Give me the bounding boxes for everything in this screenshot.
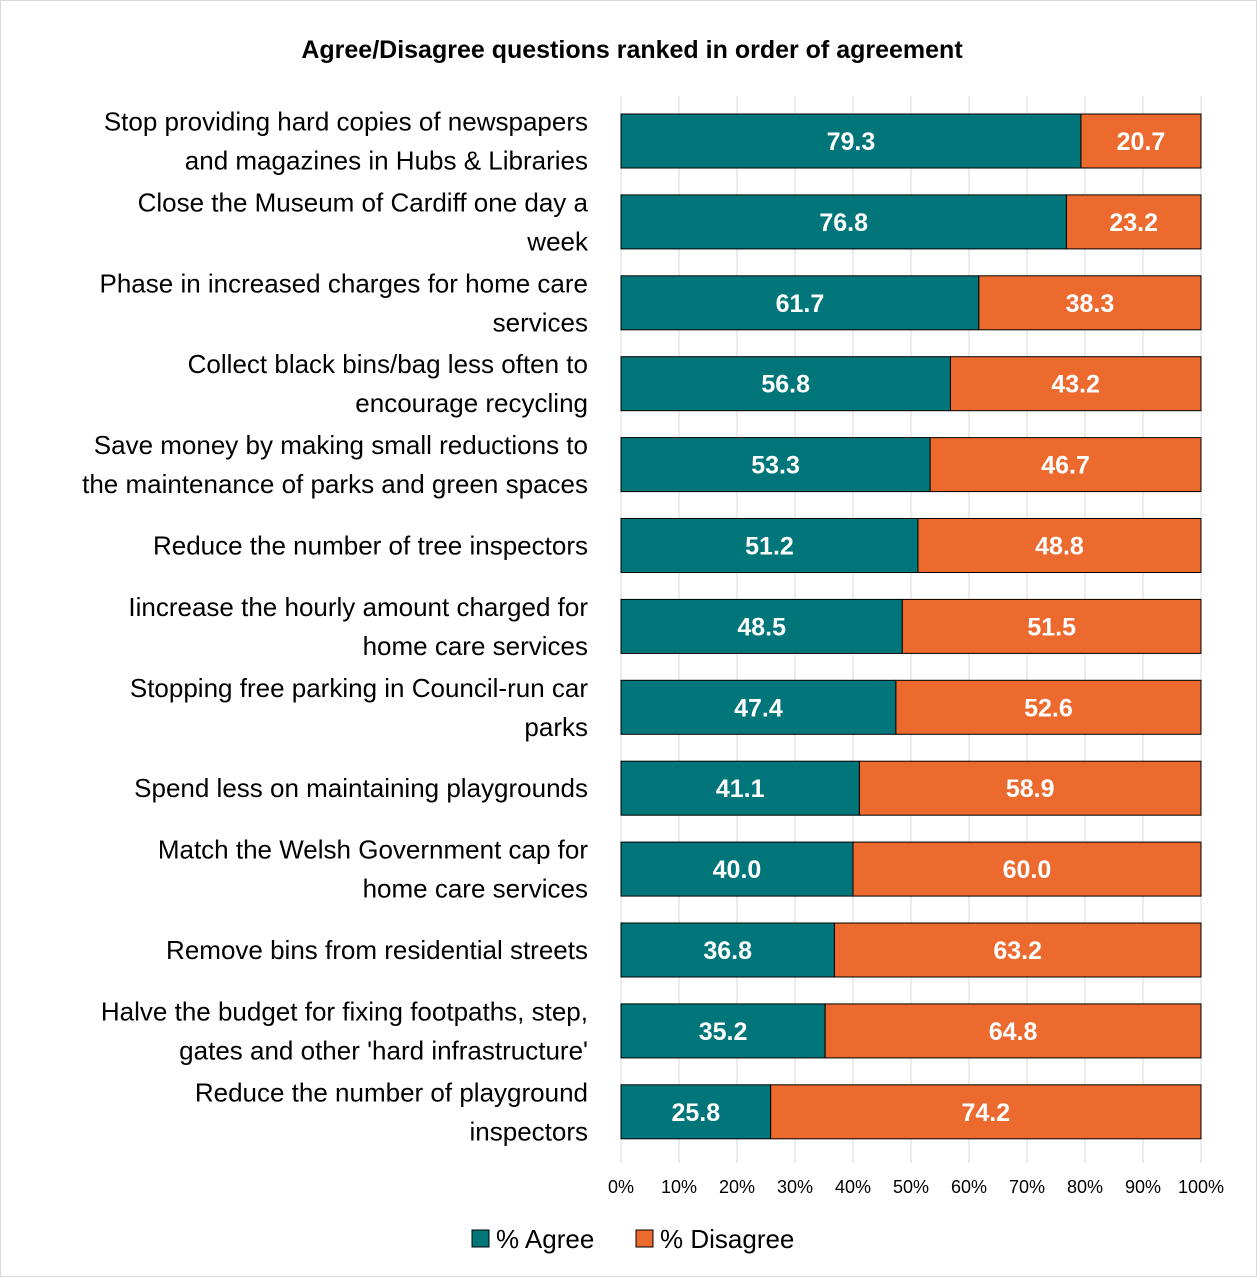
- category-label: Spend less on maintaining playgrounds: [134, 773, 588, 803]
- data-label: 47.4: [734, 694, 783, 722]
- x-tick-label: 20%: [719, 1177, 755, 1197]
- legend-swatch: [635, 1229, 654, 1248]
- data-label: 53.3: [751, 452, 800, 480]
- x-tick-label: 30%: [777, 1177, 813, 1197]
- x-tick-label: 90%: [1125, 1177, 1161, 1197]
- data-label: 52.6: [1024, 694, 1073, 722]
- data-label: 79.3: [827, 128, 876, 156]
- category-label: Stop providing hard copies of newspapers…: [104, 107, 588, 176]
- data-label: 38.3: [1066, 290, 1115, 318]
- category-label: Match the Welsh Government cap for home c…: [158, 835, 588, 904]
- data-label: 35.2: [699, 1018, 748, 1046]
- data-label: 58.9: [1006, 775, 1055, 803]
- data-label: 56.8: [761, 371, 810, 399]
- bar-agree: [620, 922, 835, 978]
- data-label: 23.2: [1109, 209, 1158, 237]
- data-label: 60.0: [1003, 856, 1052, 884]
- bar-disagree: [1080, 113, 1202, 169]
- data-label: 64.8: [989, 1018, 1038, 1046]
- bar-disagree: [949, 356, 1202, 412]
- legend-label: % Disagree: [660, 1224, 794, 1254]
- bar-disagree: [833, 922, 1202, 978]
- bar-disagree: [929, 437, 1202, 493]
- x-tick-label: 10%: [661, 1177, 697, 1197]
- bar-disagree: [895, 679, 1202, 735]
- data-label: 63.2: [993, 937, 1042, 965]
- bar-disagree: [824, 1003, 1202, 1059]
- bar-agree: [620, 356, 951, 412]
- bar-agree: [620, 113, 1082, 169]
- data-label: 48.5: [737, 613, 786, 641]
- bars: 79.3 20.7 76.8 23.2 61.7 38.3 56.8 43.2 53.3 46.7…: [620, 113, 1202, 1140]
- data-label: 36.8: [703, 937, 752, 965]
- category-label: Save money by making small reductions to…: [82, 430, 588, 499]
- x-tick-label: 100%: [1178, 1177, 1224, 1197]
- category-labels: Stop providing hard copies of newspapers…: [82, 107, 589, 1147]
- x-axis-ticks: 0% 10% 20% 30% 40% 50% 60% 70% 80% 90% 100%: [608, 1177, 1224, 1197]
- bar-disagree: [852, 841, 1202, 897]
- category-label: Halve the budget for fixing footpaths, s…: [101, 996, 588, 1065]
- x-tick-label: 0%: [608, 1177, 634, 1197]
- data-label: 43.2: [1051, 371, 1100, 399]
- category-label: Iincrease the hourly amount charged for h…: [128, 592, 588, 661]
- bar-agree: [620, 760, 860, 816]
- bar-disagree: [978, 275, 1202, 331]
- category-label: Collect black bins/bag less often to enco…: [188, 349, 588, 418]
- data-label: 46.7: [1041, 452, 1090, 480]
- x-tick-label: 40%: [835, 1177, 871, 1197]
- data-label: 25.8: [671, 1099, 720, 1127]
- legend-label: % Agree: [496, 1224, 594, 1254]
- x-tick-label: 60%: [951, 1177, 987, 1197]
- bar-disagree: [901, 598, 1202, 654]
- bar-agree: [620, 598, 903, 654]
- legend-swatch: [471, 1229, 490, 1248]
- data-label: 61.7: [776, 290, 825, 318]
- category-label: Reduce the number of tree inspectors: [153, 531, 588, 561]
- category-label: Remove bins from residential streets: [166, 935, 588, 965]
- bar-disagree: [1065, 194, 1202, 250]
- bar-agree: [620, 841, 854, 897]
- data-label: 76.8: [819, 209, 868, 237]
- data-label: 40.0: [713, 856, 762, 884]
- data-label: 51.2: [745, 533, 794, 561]
- data-label: 74.2: [961, 1099, 1010, 1127]
- bar-disagree: [858, 760, 1202, 816]
- category-label: Phase in increased charges for home care…: [100, 268, 589, 337]
- x-tick-label: 80%: [1067, 1177, 1103, 1197]
- bar-agree: [620, 275, 980, 331]
- bar-agree: [620, 1003, 826, 1059]
- bar-disagree: [770, 1084, 1202, 1140]
- category-label: Stopping free parking in Council-run car…: [130, 673, 588, 742]
- bar-agree: [620, 437, 931, 493]
- category-label: Close the Museum of Cardiff one day a wee…: [138, 187, 589, 256]
- x-tick-label: 70%: [1009, 1177, 1045, 1197]
- category-label: Reduce the number of playground inspector…: [195, 1077, 588, 1146]
- data-label: 41.1: [716, 775, 765, 803]
- data-label: 51.5: [1027, 613, 1076, 641]
- bar-agree: [620, 518, 919, 573]
- legend: % Agree % Disagree: [471, 1224, 794, 1254]
- bar-agree: [620, 1084, 772, 1140]
- chart-title: Agree/Disagree questions ranked in order…: [301, 36, 963, 64]
- x-tick-label: 50%: [893, 1177, 929, 1197]
- bar-disagree: [917, 518, 1202, 573]
- bar-agree: [620, 679, 897, 735]
- data-label: 48.8: [1035, 533, 1084, 561]
- data-label: 20.7: [1117, 128, 1166, 156]
